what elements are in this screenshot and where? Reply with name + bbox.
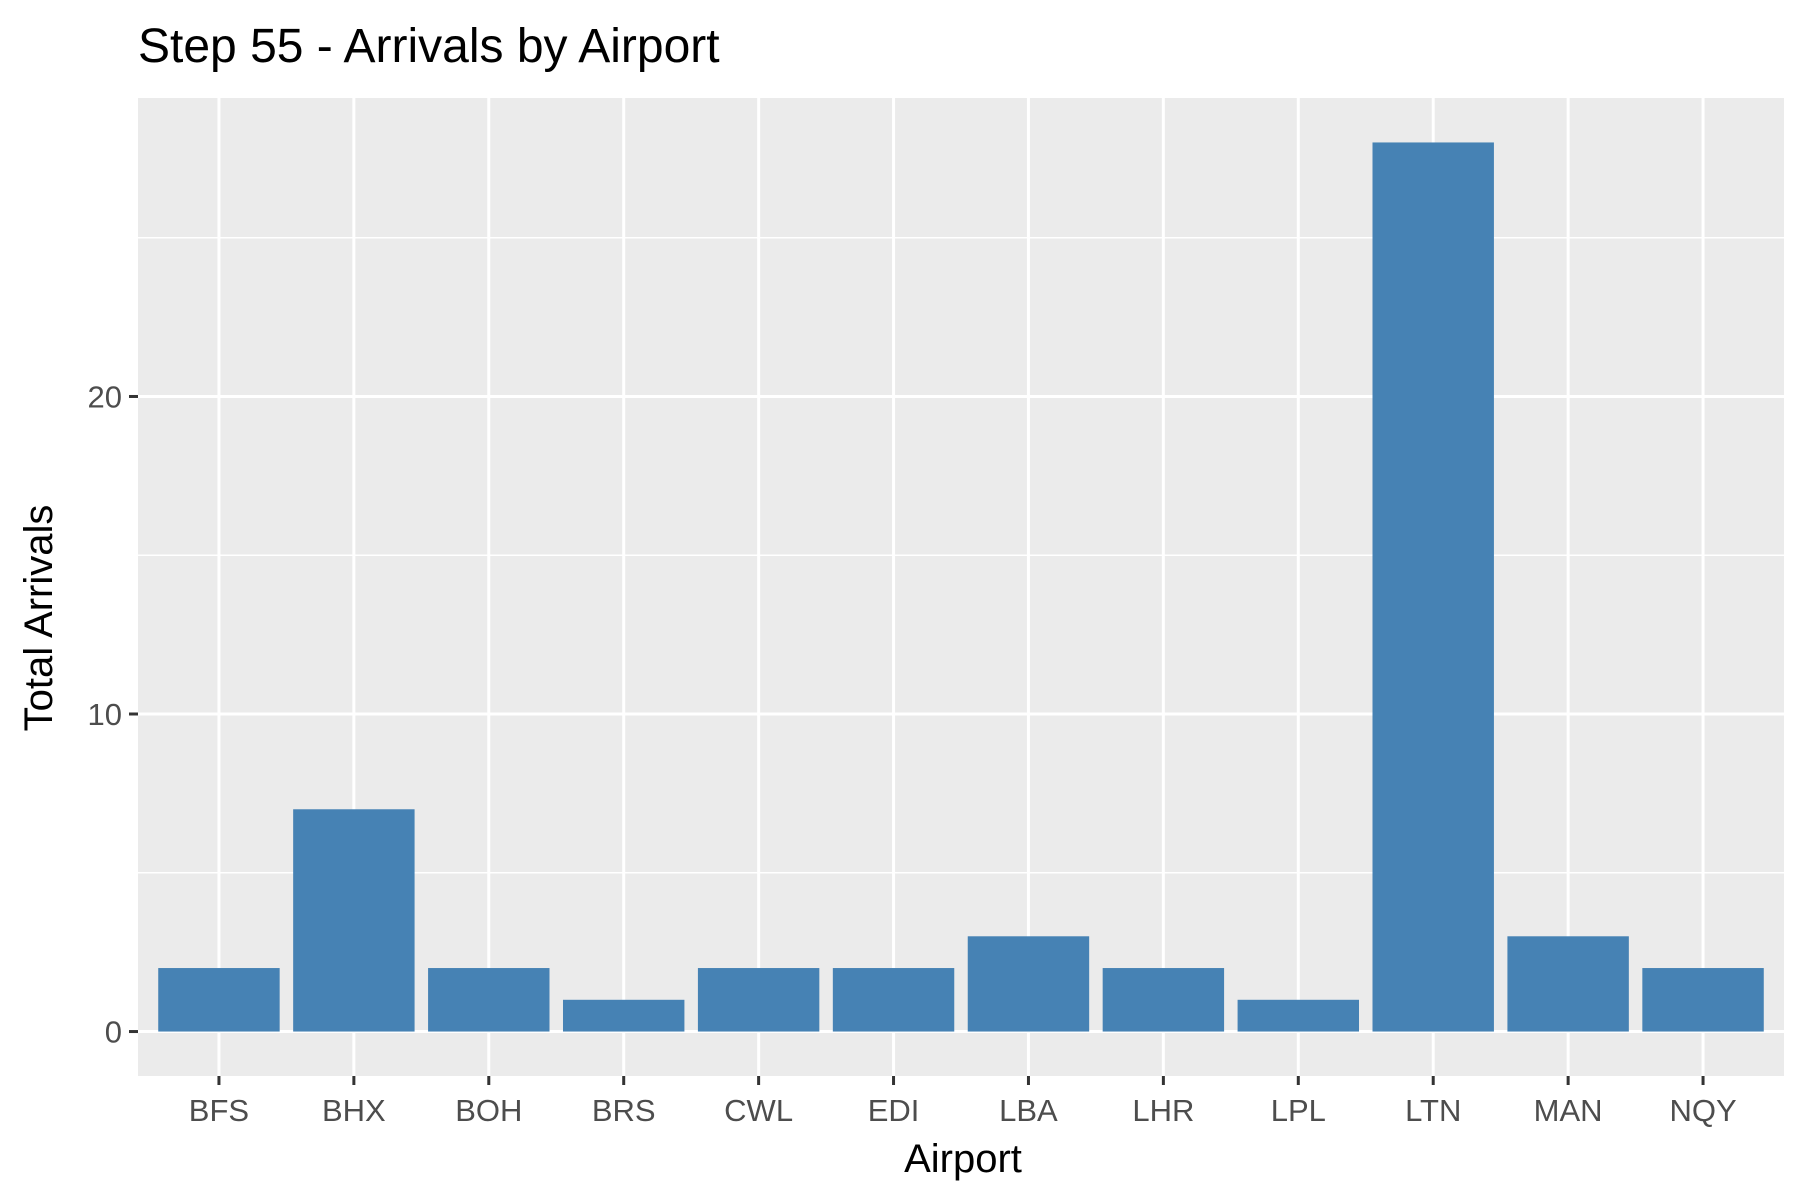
- y-tick-label: 0: [105, 1015, 122, 1050]
- y-axis-title: Total Arrivals: [17, 505, 61, 732]
- x-tick-label: LBA: [999, 1093, 1058, 1128]
- y-tick-label: 10: [88, 697, 122, 732]
- bar-edi: [832, 968, 955, 1032]
- x-axis-title: Airport: [904, 1137, 1022, 1181]
- y-tick-label: 20: [88, 379, 122, 414]
- y-axis: 0 10 20: [88, 379, 138, 1050]
- x-tick-label: CWL: [724, 1093, 793, 1128]
- bar-lpl: [1237, 999, 1360, 1032]
- x-tick-label: EDI: [868, 1093, 920, 1128]
- x-tick-label: MAN: [1534, 1093, 1603, 1128]
- bar-lhr: [1102, 968, 1225, 1032]
- bar-nqy: [1642, 968, 1764, 1032]
- x-tick-label: LTN: [1405, 1093, 1461, 1128]
- x-tick-label: BFS: [189, 1093, 249, 1128]
- bar-cwl: [697, 968, 820, 1032]
- bar-bhx: [293, 809, 415, 1032]
- bar-ltn: [1372, 142, 1494, 1032]
- bar-boh: [428, 968, 550, 1032]
- x-tick-label: BOH: [455, 1093, 522, 1128]
- bar-brs: [562, 999, 685, 1032]
- chart-title: Step 55 - Arrivals by Airport: [138, 20, 720, 73]
- bar-lba: [967, 936, 1090, 1032]
- x-axis: BFS BHX BOH BRS CWL EDI LBA LHR LPL LTN MAN NQY: [189, 1076, 1737, 1128]
- x-tick-label: LHR: [1132, 1093, 1194, 1128]
- bar-man: [1507, 936, 1629, 1032]
- x-tick-label: LPL: [1271, 1093, 1326, 1128]
- x-tick-label: BHX: [322, 1093, 386, 1128]
- x-tick-label: NQY: [1669, 1093, 1736, 1128]
- bars: [158, 142, 1764, 1032]
- x-tick-label: BRS: [592, 1093, 656, 1128]
- bar-bfs: [158, 968, 280, 1032]
